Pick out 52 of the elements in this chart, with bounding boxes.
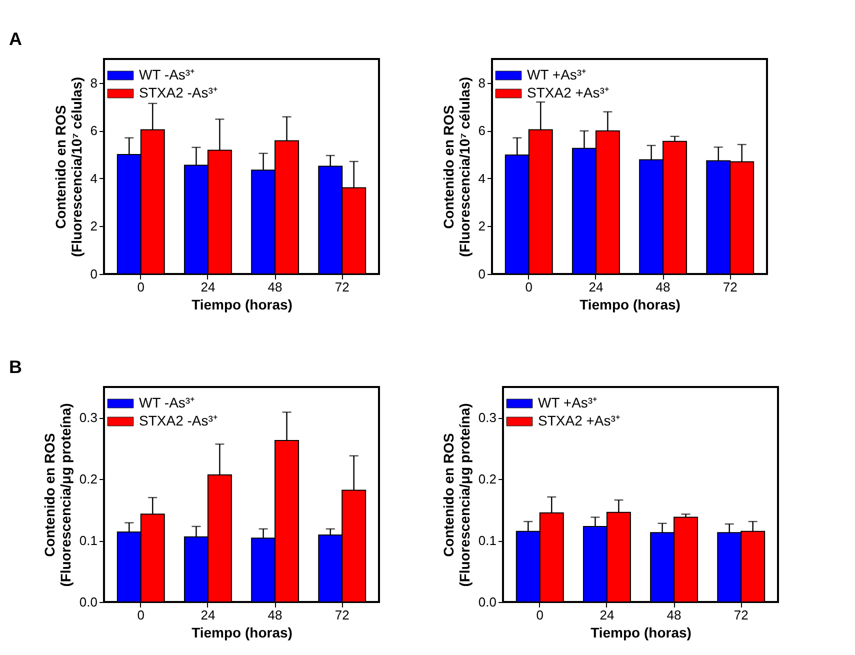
y-tick-label: 0.3 bbox=[478, 410, 496, 426]
x-tick-label: 48 bbox=[656, 280, 670, 294]
y-tick-label: 0.3 bbox=[79, 410, 98, 426]
x-tick-label: 0 bbox=[137, 608, 145, 622]
x-tick-label: 0 bbox=[137, 280, 145, 294]
legend-label: WT -As³⁺ bbox=[139, 394, 196, 410]
legend-label: STXA2 -As³⁺ bbox=[139, 84, 218, 100]
legend-label: WT +As³⁺ bbox=[538, 394, 598, 410]
y-tick-label: 0.1 bbox=[79, 533, 98, 548]
x-tick-label: 0 bbox=[536, 608, 544, 622]
text: B bbox=[9, 357, 22, 377]
x-tick-label: 24 bbox=[588, 280, 604, 294]
legend-label: STXA2 -As³⁺ bbox=[139, 412, 218, 428]
y-tick-label: 0.2 bbox=[79, 472, 98, 487]
y-tick-label: 0.0 bbox=[79, 594, 98, 610]
x-axis-title: Tiempo (horas) bbox=[580, 296, 680, 312]
y-tick-label: 2 bbox=[90, 218, 98, 234]
y-tick-label: 0.0 bbox=[478, 594, 496, 610]
y-axis-title: Contenido en ROS (Fluorescencia/μg proteína) bbox=[440, 403, 472, 587]
x-tick-label: 72 bbox=[722, 280, 738, 294]
y-tick-label: 0 bbox=[90, 266, 98, 282]
y-tick-label: 0 bbox=[478, 266, 486, 282]
x-tick-label: 48 bbox=[268, 608, 282, 622]
y-tick-label: 6 bbox=[478, 123, 486, 138]
x-tick-label: 0 bbox=[525, 280, 533, 294]
x-tick-label: 24 bbox=[600, 608, 614, 622]
y-axis-title: Contenido en ROS (Fluorescencia/μg proteína) bbox=[41, 403, 74, 587]
x-tick-label: 72 bbox=[734, 608, 748, 622]
y-tick-label: 6 bbox=[90, 123, 98, 138]
y-tick-label: 2 bbox=[478, 218, 486, 234]
legend-label: WT +As³⁺ bbox=[527, 66, 587, 82]
legend-label: STXA2 +As³⁺ bbox=[527, 84, 610, 100]
y-tick-label: 8 bbox=[90, 75, 98, 90]
x-tick-label: 48 bbox=[666, 608, 682, 622]
x-tick-label: 24 bbox=[200, 608, 216, 622]
x-tick-label: 72 bbox=[334, 608, 350, 622]
y-tick-label: 4 bbox=[90, 170, 98, 186]
y-tick-label: 0.2 bbox=[478, 472, 496, 487]
x-axis-title: Tiempo (horas) bbox=[192, 624, 292, 640]
text: A bbox=[9, 29, 22, 49]
x-tick-label: 48 bbox=[268, 280, 282, 294]
y-tick-label: 0.1 bbox=[478, 533, 496, 548]
y-tick-label: 8 bbox=[478, 75, 486, 90]
legend-label: STXA2 +As³⁺ bbox=[538, 412, 620, 428]
x-tick-label: 72 bbox=[334, 280, 350, 294]
x-tick-label: 24 bbox=[200, 280, 216, 294]
y-axis-title: Contenido en ROS (Fluorescencia/10⁷ células) bbox=[52, 76, 84, 258]
y-axis-title: Contenido en ROS (Fluorescencia/10⁷ células) bbox=[440, 76, 472, 258]
x-axis-title: Tiempo (horas) bbox=[192, 296, 292, 312]
y-tick-label: 4 bbox=[478, 170, 486, 186]
x-axis-title: Tiempo (horas) bbox=[590, 624, 692, 640]
legend-label: WT -As³⁺ bbox=[139, 66, 196, 82]
